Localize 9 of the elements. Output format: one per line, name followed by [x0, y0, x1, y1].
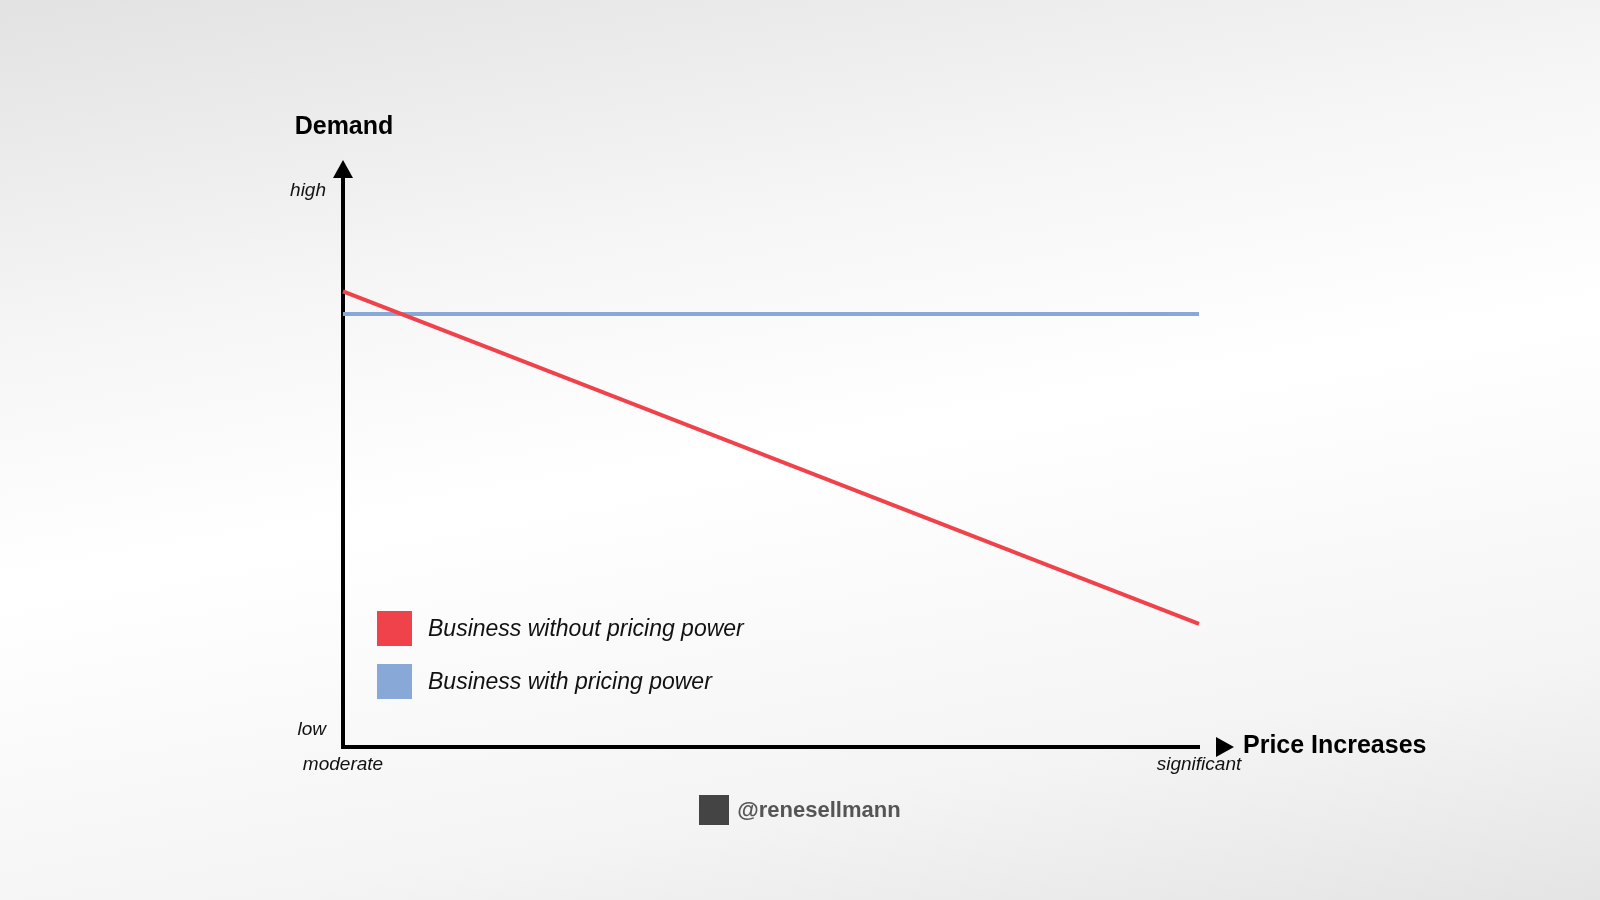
legend-label: Business without pricing power [428, 615, 744, 642]
x-tick-label: moderate [302, 752, 384, 774]
text: high [290, 179, 326, 201]
text: @renesellmann [737, 797, 901, 823]
text: Demand [294, 111, 394, 140]
annotation: low [297, 718, 328, 740]
x-axis-title: Price Increases [1243, 729, 1427, 758]
x-tick-label: significant [1156, 752, 1242, 774]
legend-label: Business with pricing power [428, 668, 712, 695]
